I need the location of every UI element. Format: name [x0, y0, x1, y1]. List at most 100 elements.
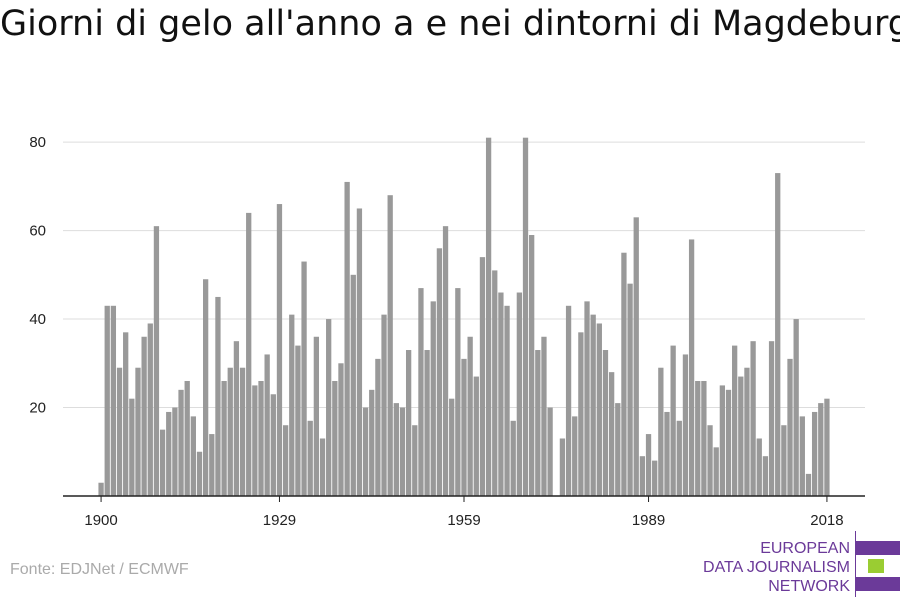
bar-1950	[405, 350, 412, 496]
bar-1967	[510, 420, 516, 496]
bar-1991	[658, 367, 664, 496]
bar-1955	[436, 248, 443, 496]
bar-1900	[98, 482, 104, 496]
bar-2006	[750, 341, 756, 496]
bar-2017	[818, 403, 824, 496]
bar-1948	[393, 403, 399, 496]
source-note: Fonte: EDJNet / ECMWF	[10, 561, 189, 578]
bar-2012	[787, 358, 793, 496]
bar-1945	[375, 358, 381, 496]
bar-1979	[584, 301, 590, 496]
bar-1928	[270, 394, 276, 496]
edjnet-logo: EUROPEAN DATA JOURNALISM NETWORK	[670, 531, 900, 597]
bar-1988	[639, 456, 646, 496]
bar-1986	[627, 283, 633, 496]
bar-1975	[559, 438, 566, 496]
bar-1971	[535, 350, 541, 496]
bar-1902	[110, 305, 117, 496]
bar-1917	[203, 279, 209, 496]
bar-1929	[276, 204, 283, 497]
bar-1930	[282, 425, 289, 496]
x-tick-label: 1959	[447, 512, 480, 529]
bar-1989	[645, 434, 652, 496]
bar-1958	[455, 288, 461, 496]
bar-1914	[184, 380, 190, 496]
bar-1943	[362, 407, 369, 496]
bar-1964	[492, 270, 498, 496]
bar-1968	[516, 292, 523, 496]
logo-bar-top	[856, 541, 900, 555]
bar-2001	[719, 385, 725, 496]
bar-2015	[805, 473, 812, 496]
bar-1916	[196, 451, 203, 496]
bar-1938	[332, 380, 338, 496]
bar-1947	[387, 195, 393, 496]
bar-2000	[713, 447, 719, 496]
logo-text-data-journalism: DATA JOURNALISM	[703, 559, 850, 576]
chart-title: Giorni di gelo all'anno a e nei dintorni…	[0, 4, 900, 44]
bar-1995	[682, 354, 689, 496]
x-tick-labels: 1900 1929 1959 1989 2018	[84, 512, 843, 529]
bar-1932	[295, 345, 301, 496]
bar-1936	[319, 438, 326, 496]
logo-bar-middle	[868, 559, 884, 573]
bar-2014	[799, 416, 805, 496]
bar-1984	[615, 403, 621, 496]
bar-2005	[744, 367, 750, 496]
bar-1941	[350, 274, 356, 496]
bar-1912	[172, 407, 178, 496]
bar-1969	[522, 137, 529, 496]
bar-1937	[326, 319, 332, 496]
bar-2018	[824, 398, 830, 496]
bar-1999	[707, 425, 713, 496]
bar-1915	[190, 416, 196, 496]
bar-2016	[811, 411, 818, 496]
bars	[98, 137, 830, 497]
bar-1940	[344, 181, 350, 496]
bar-1904	[123, 332, 129, 496]
bar-1934	[307, 420, 313, 496]
bar-1905	[129, 398, 135, 496]
bar-2004	[738, 376, 744, 496]
bar-2010	[775, 173, 781, 496]
bar-1977	[572, 416, 578, 496]
bar-1976	[565, 305, 572, 496]
x-tick-label: 1929	[263, 512, 296, 529]
bar-1957	[449, 398, 455, 496]
y-tick-label: 40	[29, 311, 46, 328]
bar-1927	[264, 354, 270, 496]
bar-1911	[166, 411, 172, 496]
bar-1992	[664, 411, 670, 496]
bar-1987	[633, 217, 639, 496]
bar-1994	[676, 420, 682, 496]
bar-1918	[209, 434, 215, 496]
bar-1980	[590, 314, 596, 496]
bar-1981	[596, 323, 602, 496]
bar-1997	[695, 380, 701, 496]
logo-text-network: NETWORK	[768, 578, 850, 595]
bar-1954	[430, 301, 436, 496]
bar-1909	[153, 226, 160, 496]
bar-1933	[301, 261, 307, 496]
bar-1924	[246, 212, 252, 496]
logo-separator	[855, 531, 856, 597]
bar-2002	[725, 389, 732, 496]
bar-1990	[652, 460, 658, 496]
bar-1983	[608, 372, 615, 496]
bar-1970	[529, 235, 535, 496]
bar-1998	[701, 380, 707, 496]
bar-1973	[547, 407, 553, 496]
bar-1966	[504, 305, 510, 496]
bar-2011	[781, 425, 787, 496]
bar-1903	[116, 367, 123, 496]
bar-1946	[381, 314, 387, 496]
bar-1901	[104, 305, 110, 496]
bar-1926	[258, 380, 264, 496]
bar-1985	[621, 252, 627, 496]
gridlines	[63, 141, 865, 409]
bar-1913	[178, 389, 184, 496]
bar-2003	[732, 345, 738, 496]
bar-2007	[756, 438, 762, 496]
bar-1910	[159, 429, 166, 496]
x-tick-label: 1900	[84, 512, 117, 529]
